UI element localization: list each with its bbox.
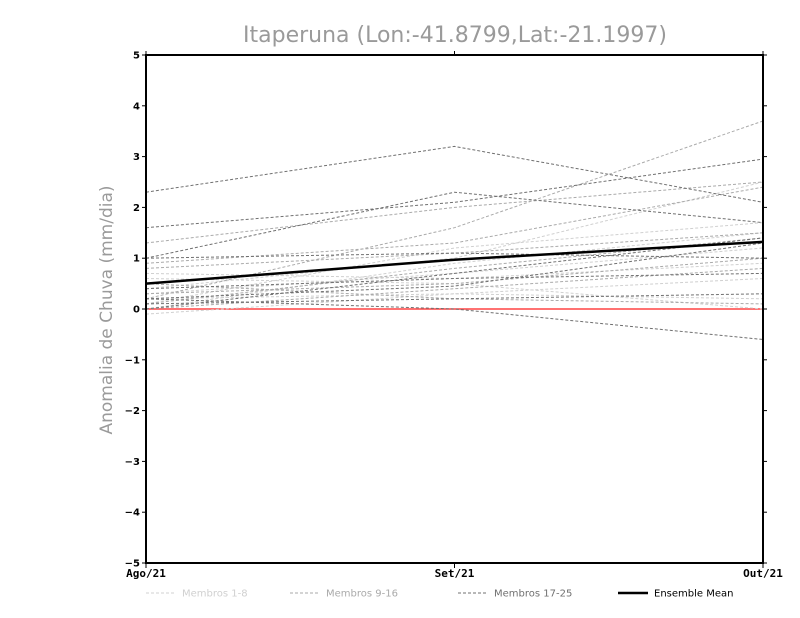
y-tick-label: 0 <box>133 305 140 316</box>
legend-label-g1: Membros 1-8 <box>182 589 248 600</box>
x-tick-label: Out/21 <box>743 567 783 580</box>
chart-title: Itaperuna (Lon:-41.8799,Lat:-21.1997) <box>243 23 667 48</box>
y-tick-label: 2 <box>133 203 140 214</box>
y-axis-label: Anomalia de Chuva (mm/dia) <box>97 185 117 434</box>
member-series-line-14 <box>145 283 764 305</box>
y-tick-label: 1 <box>133 254 140 265</box>
legend: Membros 1-8 Membros 9-16 Membros 17-25 Ense… <box>146 589 733 600</box>
member-series-line-16 <box>145 257 764 295</box>
y-tick-label: 3 <box>133 152 140 163</box>
member-series-line-7 <box>145 278 764 310</box>
member-series-line-8 <box>145 247 764 295</box>
member-series-line-25 <box>145 242 764 300</box>
member-series-line-23 <box>145 293 764 305</box>
x-tick-label: Ago/21 <box>126 567 166 580</box>
y-tick-label: −3 <box>125 457 140 468</box>
legend-label-g3: Membros 17-25 <box>494 589 572 600</box>
plot-area: −5 −4 −3 −2 −1 0 1 2 3 4 5 Ago/21 Set/21 Out/21 <box>125 51 784 581</box>
member-series-line-4 <box>145 293 764 300</box>
member-series-line-6 <box>145 181 764 290</box>
member-series-line-20 <box>145 298 764 340</box>
y-tick-label: −2 <box>125 406 140 417</box>
y-tick-label: −5 <box>125 559 140 570</box>
member-series-line-22 <box>145 272 764 290</box>
member-series-line-11 <box>145 232 764 269</box>
member-series-line-5 <box>145 278 764 315</box>
ensemble-mean-line <box>145 240 764 285</box>
member-series-line-19 <box>145 191 764 259</box>
member-series-line-10 <box>145 181 764 244</box>
member-series-line-2 <box>145 232 764 310</box>
y-tick-label: 5 <box>133 51 140 62</box>
member-series-line-17 <box>145 145 764 203</box>
member-series-line-21 <box>145 237 764 310</box>
member-series-line-12 <box>145 267 764 310</box>
legend-label-g2: Membros 9-16 <box>326 589 398 600</box>
member-series-line-9 <box>145 120 764 300</box>
y-tick-label: −4 <box>125 508 140 519</box>
y-tick-label: −1 <box>125 355 140 366</box>
member-series-line-15 <box>145 186 764 264</box>
member-series-line-24 <box>145 252 764 259</box>
member-series-line-18 <box>145 158 764 229</box>
y-tick-label: 4 <box>133 101 140 112</box>
legend-label-mean: Ensemble Mean <box>654 589 733 600</box>
x-tick-label: Set/21 <box>435 567 475 580</box>
